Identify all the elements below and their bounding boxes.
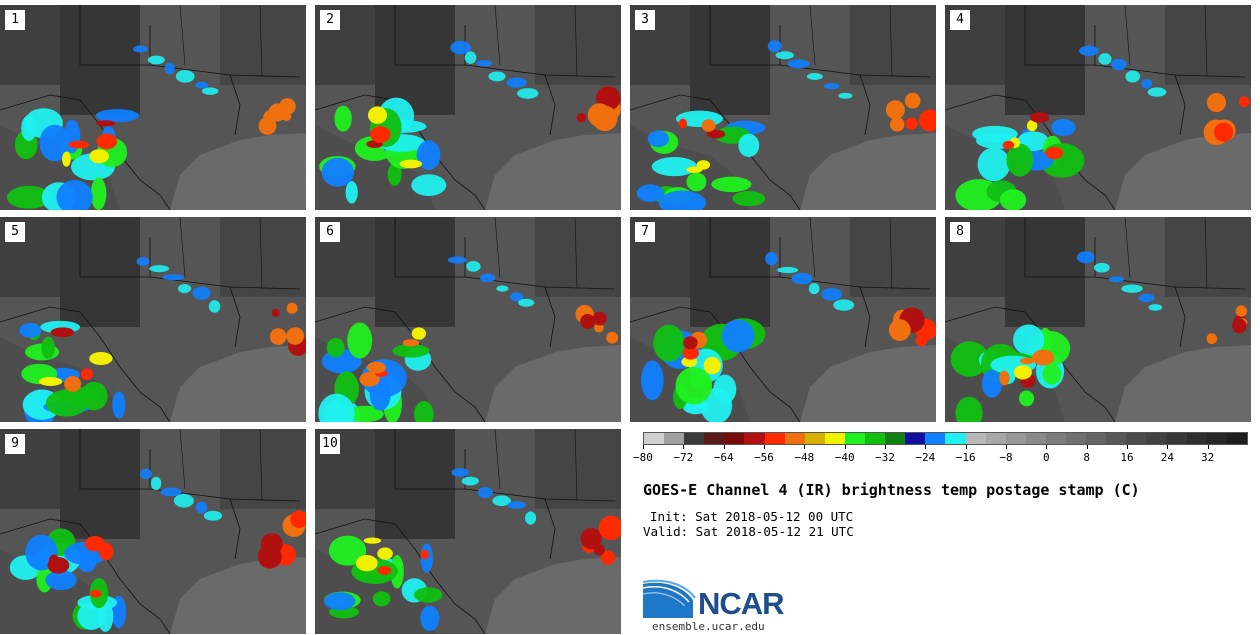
colorbar-segment — [724, 433, 745, 444]
panel-number-label: 2 — [320, 10, 340, 30]
panel-number-label: 5 — [5, 222, 25, 242]
colorbar-segment — [945, 433, 966, 444]
ncar-logo-icon — [643, 579, 696, 618]
colorbar-segment — [744, 433, 765, 444]
colorbar-tick-label: −16 — [955, 451, 976, 464]
ensemble-panel-9: 9 — [0, 429, 306, 634]
init-time: Init: Sat 2018-05-12 00 UTC — [650, 509, 854, 524]
colorbar-segment — [985, 433, 1006, 444]
colorbar-segment — [1005, 433, 1026, 444]
colorbar-tick-label: −24 — [915, 451, 936, 464]
colorbar-segment — [644, 433, 665, 444]
colorbar-segment — [1226, 433, 1247, 444]
satellite-map — [630, 217, 936, 422]
colorbar-segment — [1126, 433, 1147, 444]
panel-number-label: 6 — [320, 222, 340, 242]
colorbar-tick — [1207, 445, 1209, 449]
colorbar-segment — [1086, 433, 1107, 444]
colorbar-segment — [684, 433, 705, 444]
colorbar-tick-label: 0 — [1043, 451, 1050, 464]
colorbar-segment — [844, 433, 866, 444]
ensemble-panel-1: 1 — [0, 5, 306, 210]
colorbar-tick — [1046, 445, 1048, 449]
colorbar-tick-label: 16 — [1120, 451, 1134, 464]
colorbar-segment — [1166, 433, 1187, 444]
ensemble-panel-10: 10 — [315, 429, 621, 634]
satellite-map — [0, 429, 306, 634]
panel-number-label: 8 — [950, 222, 970, 242]
colorbar — [643, 432, 1248, 445]
colorbar-segment — [664, 433, 685, 444]
ensemble-panel-6: 6 — [315, 217, 621, 422]
colorbar-segment — [1025, 433, 1046, 444]
colorbar-segment — [824, 433, 845, 444]
colorbar-segment — [865, 433, 886, 444]
logo-url: ensemble.ucar.edu — [652, 620, 765, 633]
colorbar-tick-label: −48 — [794, 451, 815, 464]
ensemble-panel-8: 8 — [945, 217, 1251, 422]
colorbar-segment — [925, 433, 946, 444]
colorbar-segment — [1206, 433, 1227, 444]
colorbar-segment — [804, 433, 825, 444]
satellite-map — [630, 5, 936, 210]
satellite-map — [315, 429, 621, 634]
panel-number-label: 3 — [635, 10, 655, 30]
colorbar-segment — [1186, 433, 1207, 444]
figure-title: GOES-E Channel 4 (IR) brightness temp po… — [643, 481, 1140, 499]
colorbar-tick-label: 24 — [1160, 451, 1174, 464]
colorbar-tick-label: 8 — [1083, 451, 1090, 464]
colorbar-tick-label: −32 — [875, 451, 895, 464]
colorbar-tick — [844, 445, 846, 449]
panel-number-label: 4 — [950, 10, 970, 30]
colorbar-tick — [885, 445, 886, 449]
colorbar-tick — [764, 445, 765, 449]
colorbar-tick-label: 32 — [1201, 451, 1215, 464]
colorbar-segment — [1146, 433, 1167, 444]
colorbar-tick — [1127, 445, 1128, 449]
colorbar-tick-label: −64 — [713, 451, 734, 464]
panel-number-label: 10 — [320, 434, 340, 454]
colorbar-segment — [1106, 433, 1127, 444]
colorbar-tick-label: −8 — [999, 451, 1013, 464]
colorbar-tick-label: −72 — [673, 451, 694, 464]
ensemble-panel-4: 4 — [945, 5, 1251, 210]
ensemble-panel-2: 2 — [315, 5, 621, 210]
colorbar-tick-label: −56 — [754, 451, 774, 464]
ensemble-panel-3: 3 — [630, 5, 936, 210]
valid-time: Valid: Sat 2018-05-12 21 UTC — [643, 524, 854, 539]
colorbar-tick — [643, 445, 644, 449]
colorbar-tick — [1086, 445, 1088, 449]
ensemble-panel-5: 5 — [0, 217, 306, 422]
colorbar-tick — [723, 445, 725, 449]
colorbar-segment — [1065, 433, 1087, 444]
colorbar-tick-label: −80 — [633, 451, 653, 464]
satellite-map — [0, 217, 306, 422]
satellite-map — [945, 5, 1251, 210]
colorbar-tick — [1167, 445, 1169, 449]
satellite-map — [315, 5, 621, 210]
colorbar-segment — [784, 433, 805, 444]
colorbar-segment — [704, 433, 725, 444]
colorbar-tick-label: −40 — [834, 451, 855, 464]
colorbar-ticks: −80 −72 −64 −56 −48 −40 −32 −24 −16 −8 0 8 16 24 32 — [633, 445, 1248, 465]
satellite-map — [0, 5, 306, 210]
panel-number-label: 9 — [5, 434, 25, 454]
panel-number-label: 1 — [5, 10, 25, 30]
colorbar-tick — [683, 445, 685, 449]
colorbar-segment — [764, 433, 785, 444]
satellite-map — [945, 217, 1251, 422]
ensemble-panel-7: 7 — [630, 217, 936, 422]
colorbar-segment — [885, 433, 906, 444]
colorbar-segment — [1045, 433, 1066, 444]
colorbar-segment — [905, 433, 926, 444]
colorbar-tick — [804, 445, 806, 449]
colorbar-segment — [965, 433, 986, 444]
panel-number-label: 7 — [635, 222, 655, 242]
colorbar-tick — [925, 445, 927, 449]
ncar-logo-text: NCAR — [698, 586, 785, 621]
satellite-map — [315, 217, 621, 422]
colorbar-tick — [1006, 445, 1007, 449]
colorbar-tick — [965, 445, 967, 449]
